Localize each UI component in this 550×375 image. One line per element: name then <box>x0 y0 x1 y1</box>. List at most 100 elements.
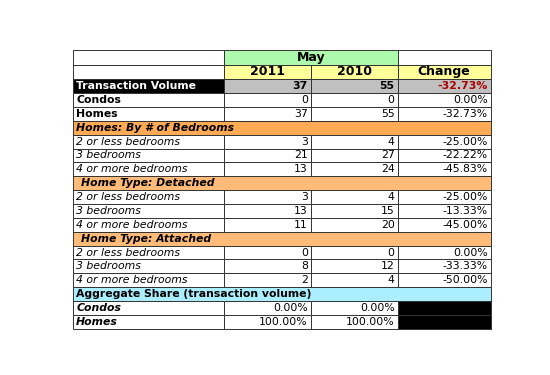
Text: 13: 13 <box>294 164 308 174</box>
Text: Aggregate Share (transaction volume): Aggregate Share (transaction volume) <box>76 289 311 299</box>
Bar <box>73 204 224 218</box>
Bar <box>398 273 491 287</box>
Bar <box>398 93 491 107</box>
Bar <box>73 190 224 204</box>
Text: 0: 0 <box>388 95 395 105</box>
Bar <box>73 162 224 176</box>
Bar <box>73 121 491 135</box>
Bar <box>224 50 398 64</box>
Bar <box>311 64 398 79</box>
Bar <box>398 162 491 176</box>
Bar <box>73 107 224 121</box>
Bar <box>224 204 311 218</box>
Text: 4 or more bedrooms: 4 or more bedrooms <box>76 275 188 285</box>
Bar <box>311 190 398 204</box>
Bar <box>398 204 491 218</box>
Bar <box>73 218 224 232</box>
Bar <box>311 162 398 176</box>
Text: 4 or more bedrooms: 4 or more bedrooms <box>76 220 188 230</box>
Bar <box>224 315 311 329</box>
Bar <box>224 246 311 260</box>
Text: Condos: Condos <box>76 95 121 105</box>
Text: 3: 3 <box>301 136 308 147</box>
Bar <box>398 64 491 79</box>
Text: 55: 55 <box>379 81 395 91</box>
Bar <box>398 315 491 329</box>
Bar <box>311 260 398 273</box>
Text: 13: 13 <box>294 206 308 216</box>
Bar <box>311 246 398 260</box>
Text: Homes: Homes <box>76 109 118 119</box>
Bar <box>224 273 311 287</box>
Bar <box>311 301 398 315</box>
Bar <box>73 260 224 273</box>
Bar <box>398 301 491 315</box>
Bar <box>311 79 398 93</box>
Bar <box>73 93 224 107</box>
Text: -22.22%: -22.22% <box>443 150 488 160</box>
Bar <box>224 301 311 315</box>
Bar <box>398 218 491 232</box>
Bar <box>73 176 491 190</box>
Bar <box>224 64 311 79</box>
Text: 0: 0 <box>301 248 308 258</box>
Bar <box>398 246 491 260</box>
Bar <box>73 246 224 260</box>
Text: -25.00%: -25.00% <box>442 136 488 147</box>
Bar <box>73 64 224 79</box>
Bar <box>398 50 491 64</box>
Text: Change: Change <box>418 66 471 78</box>
Bar <box>224 218 311 232</box>
Bar <box>73 50 224 64</box>
Bar <box>224 107 311 121</box>
Text: 0.00%: 0.00% <box>273 303 308 313</box>
Bar <box>224 135 311 148</box>
Text: Transaction Volume: Transaction Volume <box>76 81 196 91</box>
Text: Home Type: Detached: Home Type: Detached <box>81 178 214 188</box>
Text: 37: 37 <box>294 109 308 119</box>
Text: 0: 0 <box>301 95 308 105</box>
Text: 4: 4 <box>388 136 395 147</box>
Text: 2011: 2011 <box>250 66 285 78</box>
Text: 4: 4 <box>388 275 395 285</box>
Text: 4: 4 <box>388 192 395 202</box>
Text: 0.00%: 0.00% <box>453 95 488 105</box>
Text: -32.73%: -32.73% <box>437 81 488 91</box>
Text: Condos: Condos <box>76 303 121 313</box>
Text: 55: 55 <box>381 109 395 119</box>
Bar <box>311 204 398 218</box>
Bar <box>311 107 398 121</box>
Bar <box>311 93 398 107</box>
Text: 3 bedrooms: 3 bedrooms <box>76 261 141 272</box>
Bar <box>73 273 224 287</box>
Bar <box>73 287 491 301</box>
Text: 100.00%: 100.00% <box>259 317 308 327</box>
Bar <box>73 79 224 93</box>
Text: Homes: By # of Bedrooms: Homes: By # of Bedrooms <box>76 123 234 133</box>
Text: 2010: 2010 <box>337 66 372 78</box>
Bar <box>311 218 398 232</box>
Text: 27: 27 <box>381 150 395 160</box>
Text: 24: 24 <box>381 164 395 174</box>
Text: 12: 12 <box>381 261 395 272</box>
Bar <box>224 148 311 162</box>
Text: -33.33%: -33.33% <box>443 261 488 272</box>
Bar <box>398 107 491 121</box>
Text: 4 or more bedrooms: 4 or more bedrooms <box>76 164 188 174</box>
Text: 100.00%: 100.00% <box>346 317 395 327</box>
Bar <box>398 79 491 93</box>
Text: 11: 11 <box>294 220 308 230</box>
Text: 2: 2 <box>301 275 308 285</box>
Text: -13.33%: -13.33% <box>443 206 488 216</box>
Text: 0: 0 <box>388 248 395 258</box>
Text: -45.00%: -45.00% <box>442 220 488 230</box>
Text: 2 or less bedrooms: 2 or less bedrooms <box>76 248 180 258</box>
Text: 0.00%: 0.00% <box>360 303 395 313</box>
Bar <box>224 190 311 204</box>
Bar <box>398 260 491 273</box>
Text: -32.73%: -32.73% <box>443 109 488 119</box>
Text: Home Type: Attached: Home Type: Attached <box>81 234 211 244</box>
Bar <box>73 148 224 162</box>
Bar <box>224 93 311 107</box>
Bar <box>398 135 491 148</box>
